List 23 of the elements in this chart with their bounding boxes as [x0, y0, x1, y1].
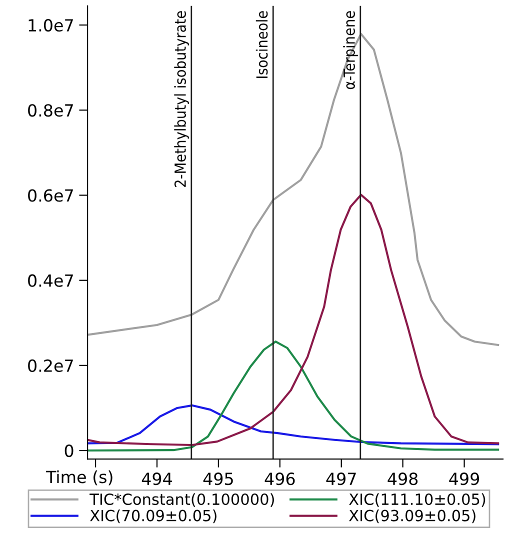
x-tick-label: 499: [449, 472, 479, 486]
line-series: [88, 340, 500, 452]
line-series: [88, 194, 500, 446]
legend-label: XIC(70.09±0.05): [90, 510, 216, 524]
x-tick-label: 494: [142, 472, 172, 486]
ref-line-label: Isocineole: [256, 11, 268, 78]
legend-label: XIC(111.10±0.05): [349, 493, 486, 507]
legend-label: TIC*Constant(0.100000): [90, 493, 274, 507]
x-tick-label: 495: [203, 472, 233, 486]
y-tick-label: 0.6e7: [28, 189, 73, 202]
y-tick-label: 0: [64, 444, 74, 458]
legend-label: XIC(93.09±0.05): [349, 510, 476, 524]
y-tick-label: 0.4e7: [28, 274, 73, 287]
y-tick-label: 0.8e7: [28, 104, 73, 117]
x-tick-label: 496: [264, 472, 295, 486]
x-tick-label: 497: [326, 472, 356, 486]
ref-line-label: 2-Methylbutyl isobutyrate: [174, 11, 189, 187]
y-tick-label: 0.2e7: [28, 359, 73, 372]
x-tick-label: 498: [388, 472, 418, 486]
y-tick-label: 1.0e7: [28, 18, 73, 32]
line-series: [88, 404, 500, 446]
x-axis-title: Time (s): [46, 470, 112, 486]
ref-line-label: α-Terpinene: [343, 11, 358, 90]
